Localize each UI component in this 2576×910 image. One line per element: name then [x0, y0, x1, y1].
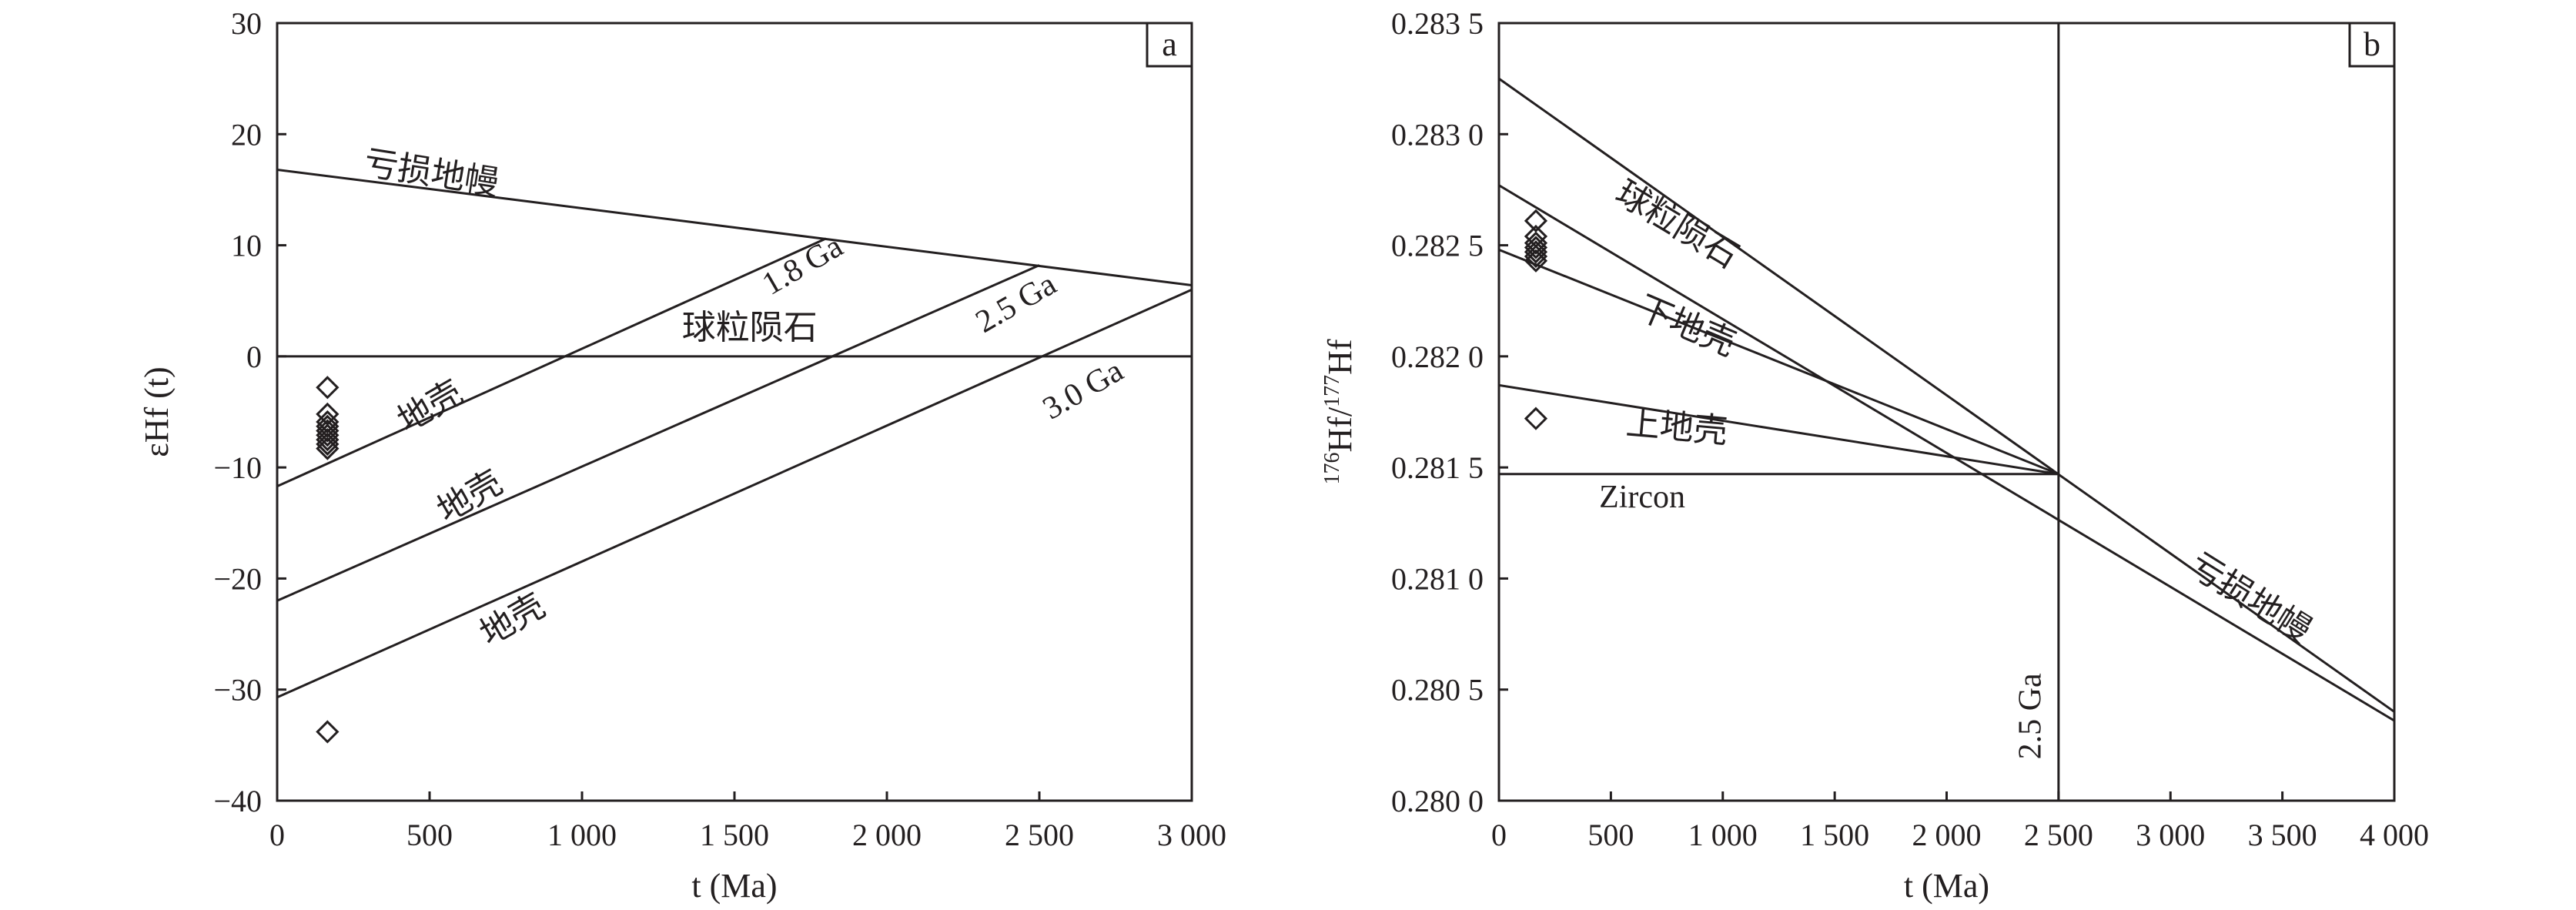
data-point: [316, 423, 340, 447]
line-annotation: Zircon: [1599, 480, 1685, 515]
line-annotation: 2.5 Ga: [970, 266, 1062, 340]
x-tick-label: 2 500: [2024, 818, 2093, 852]
line-annotation: 下地壳: [1633, 289, 1741, 363]
y-tick-label: 20: [231, 117, 262, 152]
x-axis-label: t (Ma): [1904, 867, 1989, 905]
line-annotation: 3.0 Ga: [1037, 353, 1129, 427]
x-tick-label: 4 000: [2360, 818, 2429, 852]
line-annotation: 球粒陨石: [1609, 173, 1745, 276]
evolution-line: [1499, 77, 2394, 713]
x-tick-label: 500: [1587, 818, 1634, 852]
panel-label-box: [1146, 22, 1193, 68]
panel-label: a: [1162, 25, 1177, 63]
x-axis-label: t (Ma): [691, 867, 777, 905]
x-tick-label: 1 000: [1688, 818, 1758, 852]
x-tick-label: 500: [406, 818, 453, 852]
data-point: [316, 432, 340, 456]
data-point: [316, 427, 340, 452]
y-tick-label: −20: [213, 561, 262, 596]
line-annotation: 球粒陨石: [682, 309, 818, 346]
data-point: [316, 437, 340, 460]
y-tick-label: 0.280 0: [1391, 784, 1484, 818]
line-annotation: 上地壳: [1624, 404, 1729, 450]
data-point: [1524, 249, 1548, 273]
y-tick-label: −40: [213, 784, 262, 818]
x-tick-label: 1 500: [700, 818, 769, 852]
data-point: [316, 419, 340, 443]
evolution-line: [1499, 184, 2394, 722]
y-tick-label: 0.282 5: [1391, 229, 1484, 263]
y-tick-label: 30: [231, 6, 262, 41]
data-point: [1524, 240, 1548, 264]
y-tick-label: −30: [213, 673, 262, 708]
data-point: [1524, 209, 1548, 233]
y-tick-label: 0.283 0: [1391, 117, 1484, 152]
y-tick-label: 0.283 5: [1391, 6, 1484, 41]
data-point: [1524, 244, 1548, 269]
y-tick-label: 0.281 0: [1391, 561, 1484, 596]
line-annotation: 地壳: [473, 587, 551, 653]
y-axis-label: εHf (t): [138, 366, 176, 457]
y-tick-label: 0.281 5: [1391, 450, 1484, 485]
x-tick-label: 0: [269, 818, 285, 852]
x-tick-label: 3 500: [2248, 818, 2317, 852]
data-point: [1524, 236, 1548, 259]
y-axis-label-superscript: 177: [1320, 375, 1344, 407]
line-annotation: 1.8 Ga: [757, 229, 849, 303]
panel-label-box: [2348, 22, 2396, 68]
data-point: [316, 410, 340, 434]
y-tick-label: 10: [231, 229, 262, 263]
y-axis-label: 176Hf/177Hf: [1320, 339, 1359, 484]
x-tick-label: 2 000: [1912, 818, 1982, 852]
panel-label: b: [2364, 25, 2380, 63]
x-tick-label: 2 000: [852, 818, 922, 852]
data-point: [316, 414, 340, 438]
evolution-line: [1499, 248, 2059, 476]
line-annotation: 2.5 Ga: [2013, 673, 2049, 759]
x-tick-label: 1 500: [1800, 818, 1869, 852]
evolution-line: [277, 288, 1192, 699]
data-point: [1524, 231, 1548, 255]
panel-b: 0 500 1 000 1 500 2 000 2 500 3 000 3 500 4 000 0…: [1320, 6, 2429, 905]
y-axis-label-superscript: 176: [1320, 453, 1344, 485]
y-tick-label: −10: [213, 450, 262, 485]
x-tick-label: 1 000: [547, 818, 617, 852]
y-tick-label: 0: [246, 340, 262, 374]
evolution-line: [277, 264, 1040, 602]
y-tick-label: 0.280 5: [1391, 673, 1484, 708]
data-point: [316, 720, 340, 744]
y-axis-label-text: Hf/: [1321, 406, 1359, 452]
evolution-line: [277, 237, 827, 488]
line-annotation: 地壳: [431, 463, 509, 530]
evolution-lines: [1499, 23, 2394, 801]
x-tick-label: 3 000: [1157, 818, 1226, 852]
evolution-line: [1499, 383, 2059, 476]
x-tick-label: 3 000: [2136, 818, 2205, 852]
data-point: [1524, 406, 1548, 430]
x-tick-label: 0: [1491, 818, 1507, 852]
y-tick-label: 0.282 0: [1391, 340, 1484, 374]
panel-a: 0 500 1 000 1 500 2 000 2 500 3 000 −40 −30 −20 −1…: [138, 6, 1226, 905]
data-point: [316, 376, 340, 400]
line-annotation: 亏损地幔: [362, 144, 501, 202]
x-tick-label: 2 500: [1005, 818, 1074, 852]
y-axis-label-text: Hf: [1321, 339, 1359, 375]
evolution-lines: [277, 168, 1192, 699]
